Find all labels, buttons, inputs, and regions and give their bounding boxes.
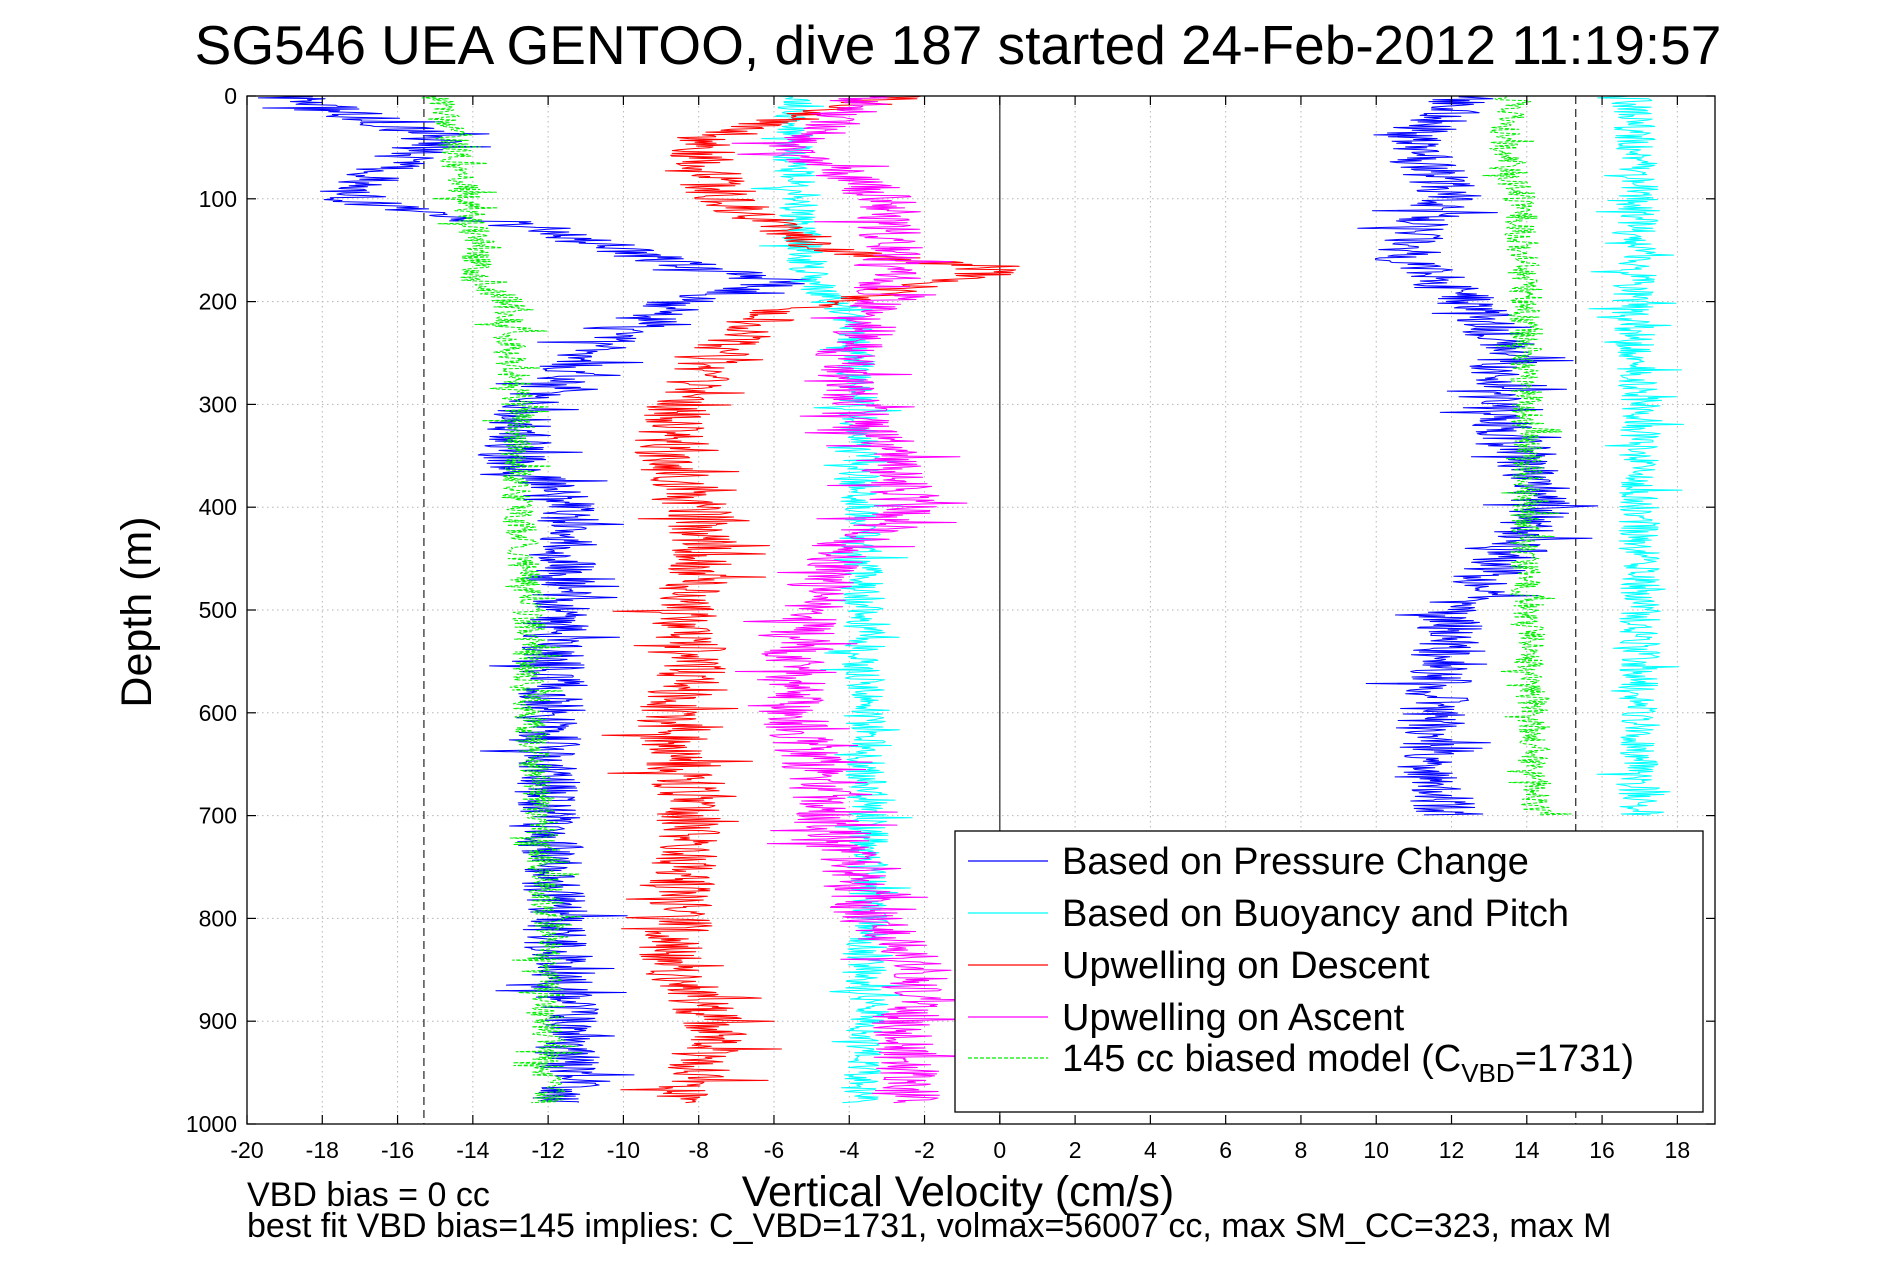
series-line-5-1 bbox=[421, 95, 583, 1104]
x-tick-label: 0 bbox=[993, 1137, 1006, 1163]
x-tick-label: 8 bbox=[1295, 1137, 1308, 1163]
series-line-3-1 bbox=[601, 95, 1020, 1104]
x-tick-label: -14 bbox=[456, 1137, 489, 1163]
y-axis-label: Depth (m) bbox=[113, 516, 161, 707]
x-tick-label: -20 bbox=[230, 1137, 263, 1163]
x-tick-label: 6 bbox=[1219, 1137, 1232, 1163]
y-tick-label: 600 bbox=[199, 700, 237, 726]
x-tick-label: 2 bbox=[1069, 1137, 1082, 1163]
y-tick-label: 400 bbox=[199, 494, 237, 520]
x-tick-label: -6 bbox=[764, 1137, 784, 1163]
y-tick-label: 1000 bbox=[186, 1111, 237, 1137]
legend-label: Upwelling on Ascent bbox=[1062, 997, 1405, 1039]
legend-label: Upwelling on Descent bbox=[1062, 945, 1430, 987]
x-axis-label: Vertical Velocity (cm/s) bbox=[742, 1168, 1175, 1216]
x-tick-label: 18 bbox=[1665, 1137, 1691, 1163]
legend-label: Based on Buoyancy and Pitch bbox=[1062, 893, 1569, 935]
vbd-bias-note: VBD bias = 0 cc bbox=[247, 1176, 490, 1214]
series-line-1-2 bbox=[1357, 95, 1599, 816]
y-tick-label: 0 bbox=[224, 83, 237, 109]
series-line-2-2 bbox=[1588, 95, 1684, 816]
y-tick-label: 300 bbox=[199, 391, 237, 417]
best-fit-note: best fit VBD bias=145 implies: C_VBD=173… bbox=[247, 1207, 1611, 1245]
y-tick-label: 500 bbox=[199, 597, 237, 623]
y-tick-label: 700 bbox=[199, 803, 237, 829]
x-tick-label: -4 bbox=[839, 1137, 860, 1163]
series-line-5-2 bbox=[1482, 95, 1572, 816]
x-tick-label: 10 bbox=[1363, 1137, 1389, 1163]
x-tick-label: 14 bbox=[1514, 1137, 1540, 1163]
x-tick-label: -8 bbox=[688, 1137, 708, 1163]
series-line-4-1 bbox=[731, 95, 978, 1104]
x-tick-label: 16 bbox=[1589, 1137, 1615, 1163]
legend: Based on Pressure Change Based on Buoyanc… bbox=[954, 830, 1704, 1113]
series-group bbox=[257, 95, 1684, 1104]
y-tick-label: 800 bbox=[199, 905, 237, 931]
series-line-2-1 bbox=[751, 95, 913, 1104]
y-axis-ticks: 0 100 200 300 400 500 600 700 800 900 1000 bbox=[186, 83, 1715, 1137]
series-line-1-1 bbox=[257, 95, 811, 1103]
x-tick-label: -2 bbox=[914, 1137, 934, 1163]
legend-label: 145 cc biased model (CVBD=1731) bbox=[1062, 1038, 1634, 1088]
legend-box bbox=[954, 830, 1704, 1113]
x-tick-label: -16 bbox=[381, 1137, 414, 1163]
x-axis-ticks: -20 -18 -16 -14 -12 -10 -8 -6 -4 -2 0 2 4 6 8 10 12 14 16 1… bbox=[230, 96, 1690, 1163]
x-tick-label: 12 bbox=[1439, 1137, 1465, 1163]
chart-title: SG546 UEA GENTOO, dive 187 started 24-Fe… bbox=[195, 14, 1722, 76]
legend-label: Based on Pressure Change bbox=[1062, 841, 1529, 883]
x-tick-label: -12 bbox=[532, 1137, 565, 1163]
y-tick-label: 100 bbox=[199, 186, 237, 212]
x-tick-label: 4 bbox=[1144, 1137, 1157, 1163]
x-tick-label: -18 bbox=[306, 1137, 339, 1163]
y-tick-label: 900 bbox=[199, 1008, 237, 1034]
y-tick-label: 200 bbox=[199, 289, 237, 315]
x-tick-label: -10 bbox=[607, 1137, 640, 1163]
